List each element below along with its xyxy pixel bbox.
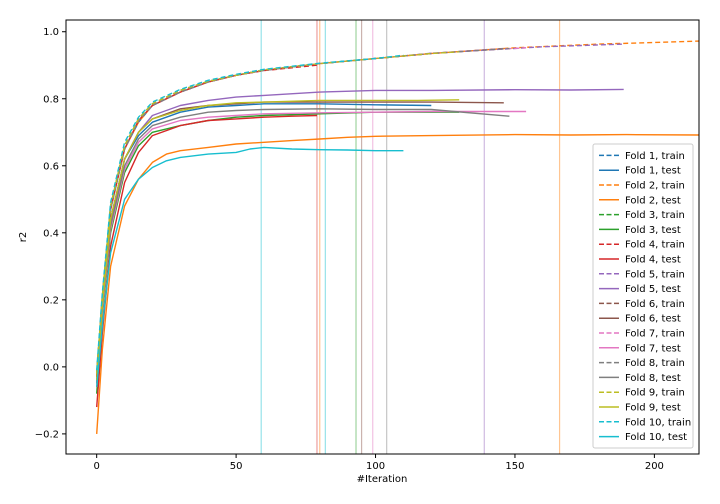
y-tick-label: 0.6 [43, 161, 59, 172]
series-line-4 [96, 133, 700, 434]
y-axis-label: r2 [18, 232, 29, 242]
legend-label: Fold 2, train [625, 181, 685, 192]
legend-label: Fold 9, test [625, 403, 681, 414]
series-line-20 [96, 146, 404, 388]
axes: 0 50 100 150 200 −0.2 0.0 0.2 0.4 0.6 0.8 1.0 [35, 19, 700, 472]
plot-frame [65, 19, 700, 455]
series-line-16 [96, 108, 510, 384]
legend-label: Fold 4, test [625, 255, 681, 266]
legend-label: Fold 10, train [625, 417, 691, 428]
series-line-14 [96, 110, 527, 388]
legend-label: Fold 7, train [625, 329, 685, 340]
legend-label: Fold 7, test [625, 343, 681, 354]
legend-box [592, 143, 694, 449]
legend-label: Fold 3, test [625, 225, 681, 236]
x-tick-label: 150 [505, 461, 524, 472]
y-tick-label: 0.8 [43, 94, 59, 105]
series-line-19 [96, 54, 404, 371]
legend-label: Fold 1, test [625, 166, 681, 177]
y-tick-label: 0.2 [43, 295, 59, 306]
x-tick-label: 100 [366, 461, 385, 472]
legend-label: Fold 2, test [625, 195, 681, 206]
x-tick-label: 200 [645, 461, 664, 472]
x-tick-label: 0 [93, 461, 99, 472]
legend-label: Fold 5, test [625, 284, 681, 295]
y-tick-label: 1.0 [43, 27, 59, 38]
legend-label: Fold 5, train [625, 269, 685, 280]
legend: Fold 1, train Fold 1, test Fold 2, train Fo… [592, 143, 694, 449]
legend-label: Fold 3, train [625, 210, 685, 221]
legend-label: Fold 6, train [625, 299, 685, 310]
legend-label: Fold 9, train [625, 388, 685, 399]
x-tick-label: 50 [230, 461, 243, 472]
legend-label: Fold 10, test [625, 432, 687, 443]
y-tick-label: −0.2 [35, 429, 59, 440]
legend-label: Fold 4, train [625, 240, 685, 251]
legend-label: Fold 1, train [625, 151, 685, 162]
x-axis-label: #Iteration [357, 474, 408, 485]
series-lines [96, 40, 700, 434]
legend-label: Fold 8, train [625, 358, 685, 369]
legend-label: Fold 6, test [625, 314, 681, 325]
legend-label: Fold 8, test [625, 373, 681, 384]
series-line-18 [96, 99, 460, 381]
y-tick-label: 0.0 [43, 362, 59, 373]
y-tick-label: 0.4 [43, 228, 59, 239]
